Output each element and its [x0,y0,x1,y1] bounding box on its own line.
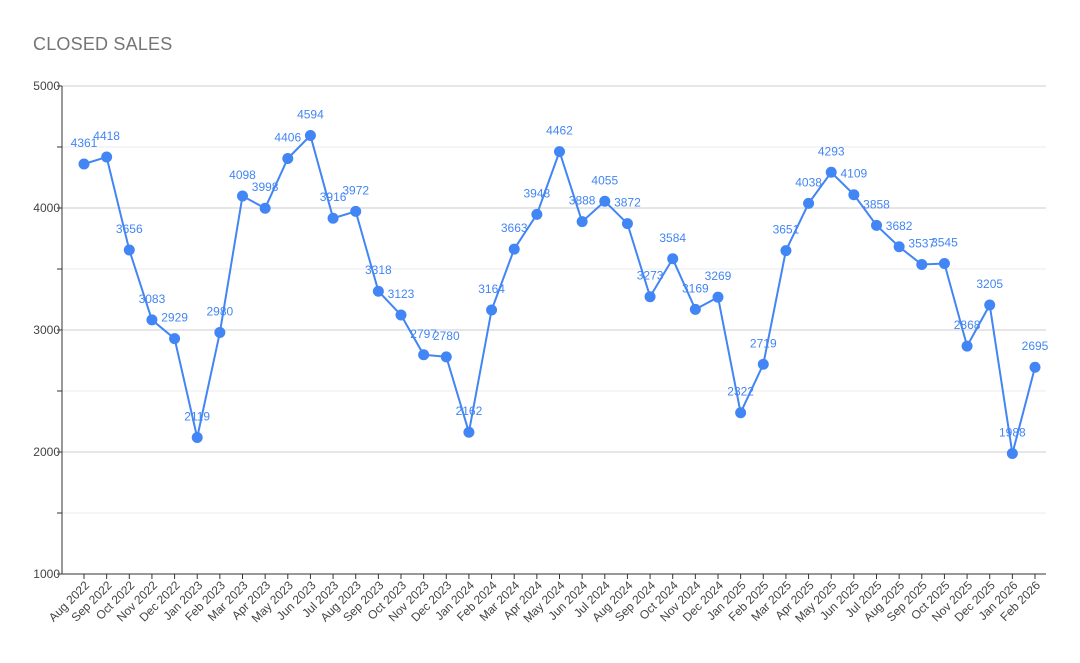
data-point[interactable] [667,253,679,265]
y-tick-label: 5000 [33,79,60,93]
data-label: 3948 [524,186,551,200]
data-label: 3972 [342,183,369,197]
data-label: 4361 [71,136,98,150]
data-label: 4406 [274,130,301,144]
data-point[interactable] [237,190,248,202]
data-label: 4109 [841,167,868,181]
data-label: 3269 [705,269,732,283]
data-point[interactable] [282,152,294,164]
data-point[interactable] [101,151,113,163]
data-point[interactable] [576,216,588,228]
data-point[interactable] [757,358,769,370]
data-label: 3169 [682,281,709,295]
data-point[interactable] [984,299,996,311]
data-point[interactable] [169,333,181,345]
data-label: 3998 [252,180,279,194]
data-label: 4293 [818,144,845,158]
data-label: 2929 [161,311,188,325]
data-label: 2719 [750,336,777,350]
data-label: 3651 [773,223,800,237]
data-point[interactable] [644,291,656,303]
data-label: 3537 [908,236,935,250]
data-label: 3273 [637,269,664,283]
data-label: 3123 [388,287,415,301]
data-label: 2162 [456,404,483,418]
y-tick-label: 4000 [33,201,60,215]
data-label: 3682 [886,219,913,233]
data-label: 3164 [478,282,505,296]
data-label: 3545 [931,236,958,250]
data-point[interactable] [214,326,226,338]
data-label: 2322 [727,385,754,399]
data-label: 2780 [433,329,460,343]
data-label: 3083 [139,292,166,306]
data-point[interactable] [395,309,407,321]
data-label: 3663 [501,221,528,235]
data-point[interactable] [463,426,475,438]
y-tick-label: 3000 [33,323,60,337]
chart-title: CLOSED SALES [33,34,173,54]
data-point[interactable] [1029,361,1041,373]
data-label: 4462 [546,124,573,138]
data-point[interactable] [961,340,973,352]
data-point[interactable] [327,212,339,224]
data-point[interactable] [803,197,815,209]
data-point[interactable] [621,218,633,230]
data-label: 3318 [365,263,392,277]
data-point[interactable] [554,146,565,158]
data-points [78,130,1041,459]
data-point[interactable] [599,195,611,207]
data-point[interactable] [848,189,860,201]
y-axis-ticks: 1000 2000 3000 4000 5000 [33,79,62,581]
data-label: 4055 [591,173,618,187]
data-label: 3872 [614,196,641,210]
data-point[interactable] [1006,447,1018,459]
data-label: 4038 [795,175,822,189]
data-label: 1988 [999,425,1026,439]
data-label: 3656 [116,222,143,236]
data-point[interactable] [780,245,792,257]
data-label: 4098 [229,168,256,182]
data-label: 2868 [954,318,981,332]
data-point[interactable] [372,285,384,297]
data-label: 2797 [410,327,437,341]
data-label: 3916 [320,190,347,204]
data-point[interactable] [825,166,837,178]
data-point[interactable] [486,304,498,316]
data-point[interactable] [893,241,905,253]
data-point[interactable] [78,158,90,170]
y-tick-label: 2000 [33,445,60,459]
data-point[interactable] [304,130,316,142]
data-label: 2695 [1022,339,1049,353]
grid-lines [62,85,1046,514]
data-point[interactable] [871,219,882,231]
data-point[interactable] [146,314,158,326]
data-point[interactable] [440,351,452,363]
data-point[interactable] [418,349,430,361]
data-label: 3205 [976,277,1003,291]
data-label: 2119 [184,409,210,423]
data-point[interactable] [689,303,701,315]
data-point[interactable] [191,431,203,443]
data-label: 4594 [297,108,324,122]
data-point[interactable] [735,407,747,419]
y-tick-label: 1000 [33,567,60,581]
data-point[interactable] [938,258,950,270]
data-point[interactable] [916,258,928,270]
data-label: 4418 [93,129,120,143]
data-point[interactable] [259,202,271,214]
data-label: 3888 [569,194,596,208]
data-label: 2980 [207,304,234,318]
data-point[interactable] [123,244,135,256]
data-point[interactable] [350,205,362,217]
data-point[interactable] [531,208,543,220]
data-point[interactable] [712,291,724,303]
series-line [83,133,1036,454]
data-point[interactable] [508,243,520,255]
data-label: 3858 [863,197,890,211]
data-label: 3584 [659,231,686,245]
